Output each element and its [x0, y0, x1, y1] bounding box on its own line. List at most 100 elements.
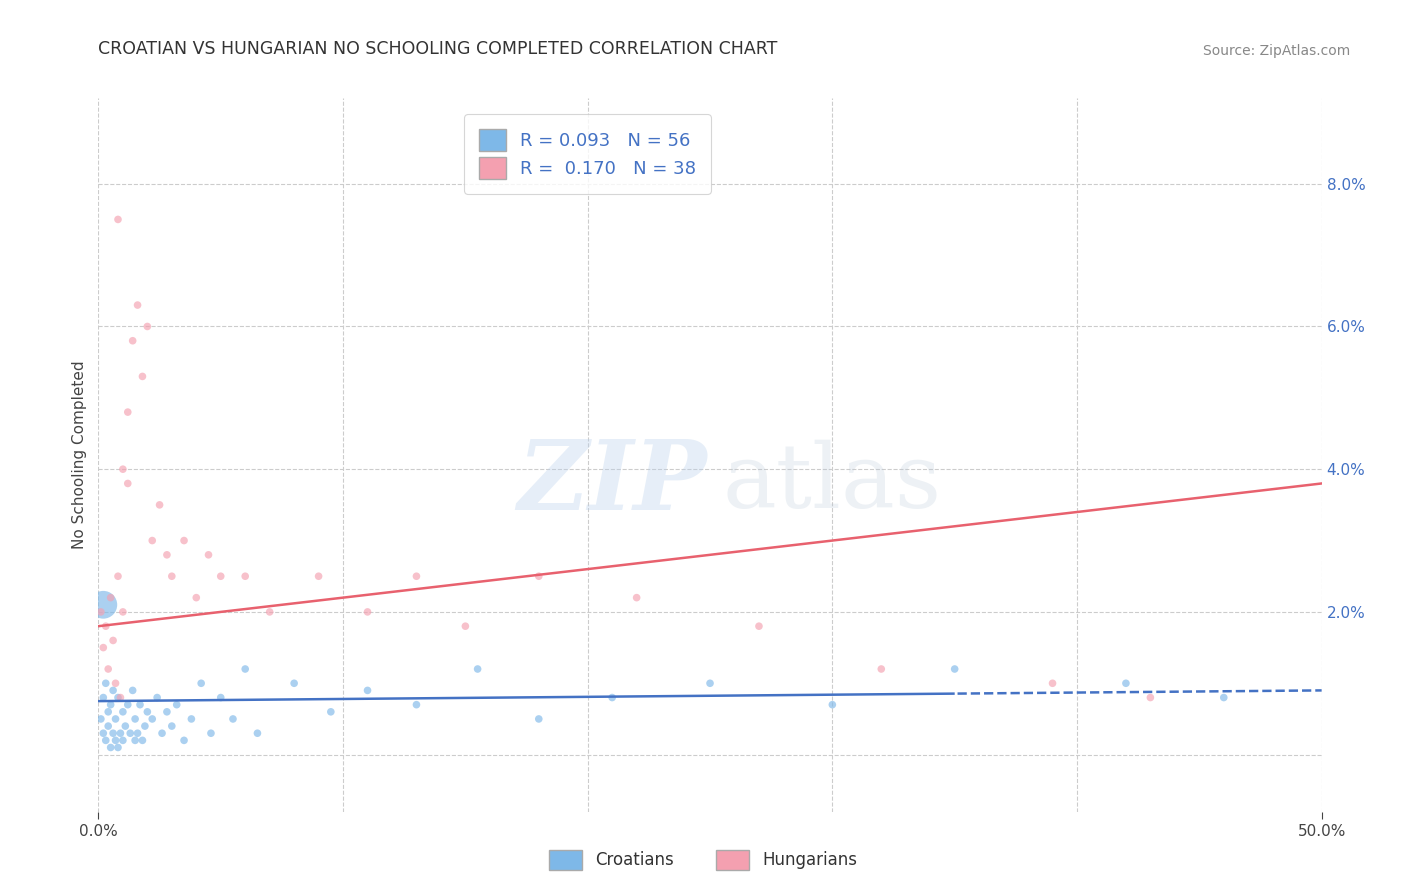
Text: atlas: atlas — [723, 440, 942, 527]
Point — [160, 719, 183, 733]
Point — [454, 619, 477, 633]
Point — [405, 569, 427, 583]
Point — [107, 690, 129, 705]
Legend: R = 0.093   N = 56, R =  0.170   N = 38: R = 0.093 N = 56, R = 0.170 N = 38 — [464, 114, 711, 194]
Point — [100, 698, 122, 712]
Point — [107, 740, 129, 755]
Point — [149, 498, 172, 512]
Point — [131, 369, 153, 384]
Point — [110, 726, 132, 740]
Point — [821, 698, 844, 712]
Point — [699, 676, 721, 690]
Point — [101, 633, 124, 648]
Point — [1212, 690, 1234, 705]
Point — [283, 676, 305, 690]
Point — [308, 569, 330, 583]
Point — [870, 662, 893, 676]
Point — [100, 740, 122, 755]
Point — [173, 733, 195, 747]
Point — [107, 212, 129, 227]
Y-axis label: No Schooling Completed: No Schooling Completed — [72, 360, 87, 549]
Point — [97, 719, 120, 733]
Point — [200, 726, 222, 740]
Point — [121, 683, 143, 698]
Point — [129, 698, 152, 712]
Point — [91, 598, 114, 612]
Point — [91, 640, 114, 655]
Point — [190, 676, 212, 690]
Point — [356, 683, 378, 698]
Point — [91, 690, 114, 705]
Point — [101, 726, 124, 740]
Point — [117, 476, 139, 491]
Point — [209, 569, 232, 583]
Point — [114, 719, 136, 733]
Point — [111, 605, 134, 619]
Point — [222, 712, 245, 726]
Point — [124, 733, 146, 747]
Point — [124, 712, 146, 726]
Point — [209, 690, 232, 705]
Point — [111, 462, 134, 476]
Point — [141, 712, 163, 726]
Point — [626, 591, 648, 605]
Point — [156, 548, 179, 562]
Point — [1139, 690, 1161, 705]
Point — [101, 683, 124, 698]
Point — [136, 705, 159, 719]
Point — [1115, 676, 1137, 690]
Point — [111, 733, 134, 747]
Point — [97, 662, 120, 676]
Point — [94, 619, 117, 633]
Point — [141, 533, 163, 548]
Point — [197, 548, 219, 562]
Point — [527, 569, 550, 583]
Point — [136, 319, 159, 334]
Point — [943, 662, 966, 676]
Point — [94, 676, 117, 690]
Point — [127, 298, 149, 312]
Point — [186, 591, 208, 605]
Point — [166, 698, 188, 712]
Point — [117, 698, 139, 712]
Point — [173, 533, 195, 548]
Point — [134, 719, 156, 733]
Point — [94, 733, 117, 747]
Point — [117, 405, 139, 419]
Text: ZIP: ZIP — [517, 436, 707, 531]
Point — [160, 569, 183, 583]
Legend: Croatians, Hungarians: Croatians, Hungarians — [541, 843, 865, 877]
Point — [156, 705, 179, 719]
Point — [180, 712, 202, 726]
Point — [91, 726, 114, 740]
Point — [748, 619, 770, 633]
Point — [259, 605, 281, 619]
Point — [127, 726, 149, 740]
Point — [121, 334, 143, 348]
Point — [146, 690, 169, 705]
Point — [90, 712, 112, 726]
Point — [356, 605, 378, 619]
Point — [1042, 676, 1064, 690]
Point — [319, 705, 342, 719]
Point — [107, 569, 129, 583]
Point — [104, 733, 127, 747]
Point — [100, 591, 122, 605]
Point — [246, 726, 269, 740]
Point — [104, 676, 127, 690]
Point — [111, 705, 134, 719]
Point — [150, 726, 173, 740]
Text: Source: ZipAtlas.com: Source: ZipAtlas.com — [1202, 44, 1350, 58]
Point — [131, 733, 153, 747]
Point — [233, 662, 256, 676]
Point — [97, 705, 120, 719]
Point — [600, 690, 623, 705]
Point — [120, 726, 142, 740]
Point — [104, 712, 127, 726]
Point — [467, 662, 489, 676]
Point — [527, 712, 550, 726]
Point — [405, 698, 427, 712]
Point — [233, 569, 256, 583]
Text: CROATIAN VS HUNGARIAN NO SCHOOLING COMPLETED CORRELATION CHART: CROATIAN VS HUNGARIAN NO SCHOOLING COMPL… — [98, 40, 778, 58]
Point — [110, 690, 132, 705]
